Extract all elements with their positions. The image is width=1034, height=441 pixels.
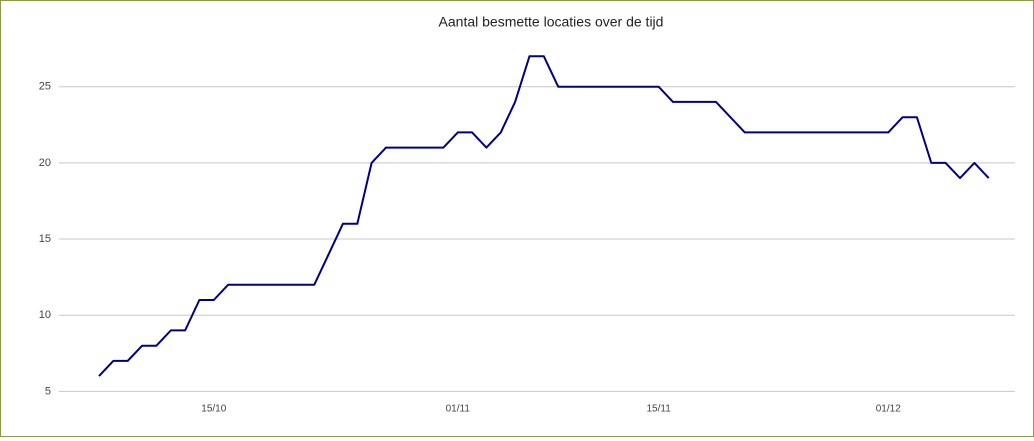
y-tick-label: 10 xyxy=(39,309,51,321)
x-tick-label: 01/11 xyxy=(446,404,471,415)
y-tick-label: 15 xyxy=(39,233,51,245)
y-tick-label: 25 xyxy=(39,81,51,93)
chart-title: Aantal besmette locaties over de tijd xyxy=(439,14,664,30)
x-tick-label: 15/11 xyxy=(647,404,672,415)
data-line xyxy=(98,55,990,377)
x-tick-label: 15/10 xyxy=(201,404,226,415)
y-tick-label: 20 xyxy=(39,157,51,169)
y-tick-label: 5 xyxy=(45,385,51,397)
x-tick-label: 01/12 xyxy=(876,404,901,415)
